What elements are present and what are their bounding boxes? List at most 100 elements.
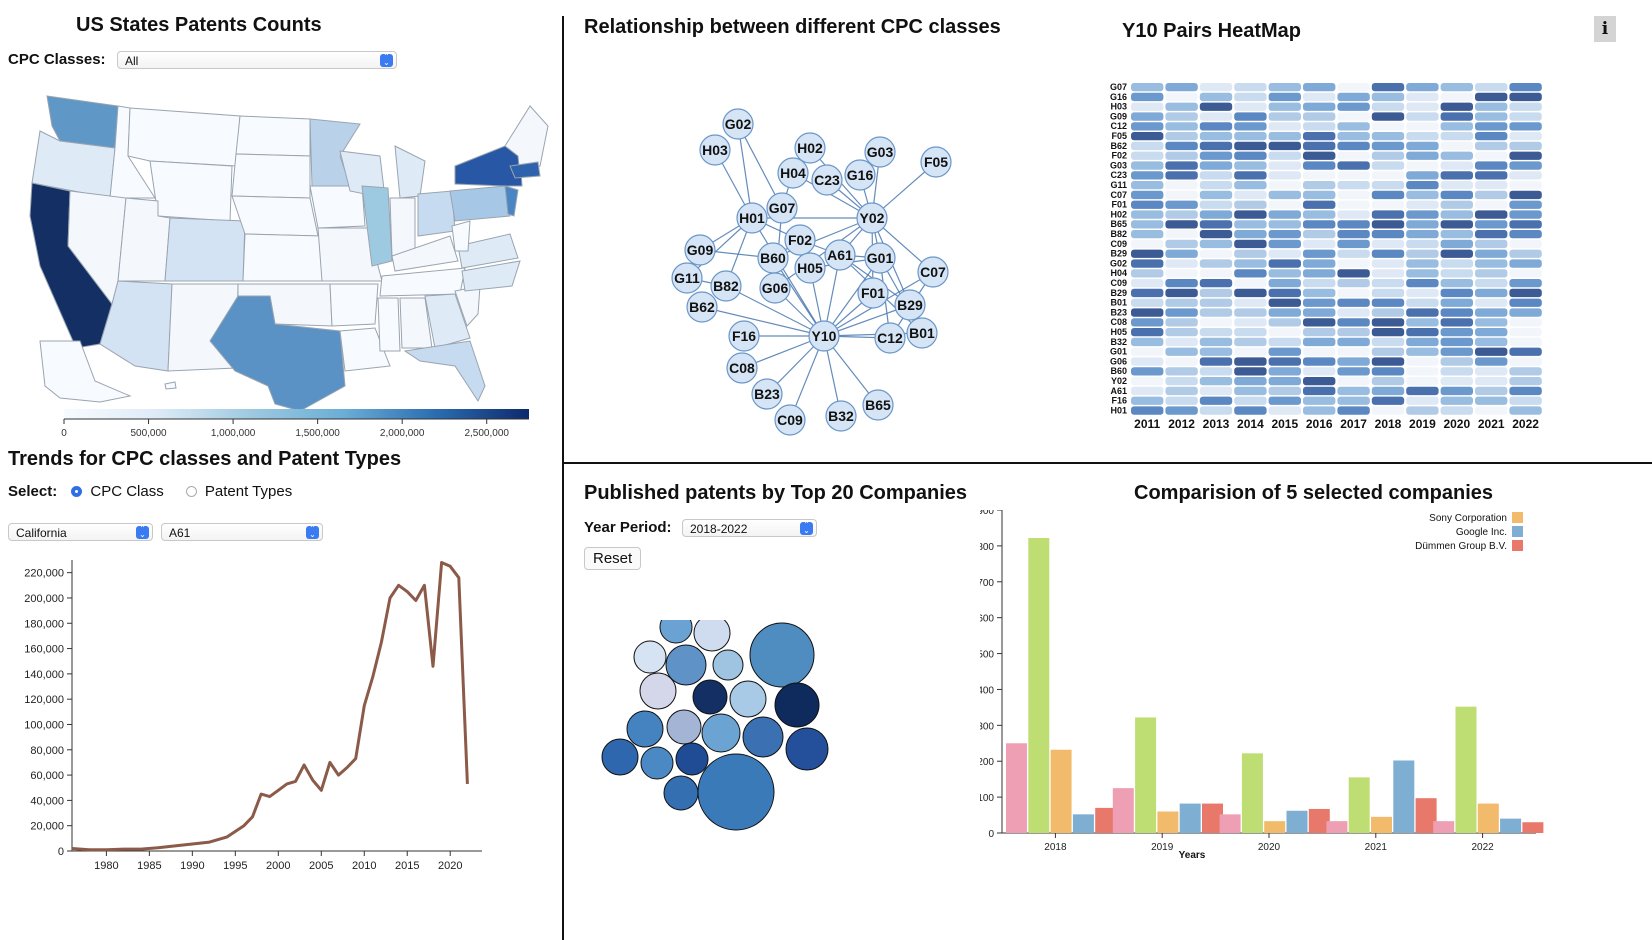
state-massachusetts[interactable]: [509, 161, 541, 179]
company-bubble: [666, 709, 702, 745]
heatmap-cell: [1131, 181, 1164, 190]
heatmap-cell: [1165, 328, 1198, 337]
state-nebraska[interactable]: [231, 195, 319, 237]
heatmap-cell: [1268, 239, 1301, 249]
state-mississippi[interactable]: [377, 297, 401, 352]
heatmap-cell: [1371, 161, 1405, 170]
state-michigan[interactable]: [394, 145, 426, 199]
y-tick-label: 300: [980, 721, 994, 732]
node-g16: [844, 159, 876, 191]
heatmap-cell: [1303, 161, 1336, 170]
bar-2021-0: [1326, 821, 1348, 833]
heatmap-cell: [1234, 239, 1267, 249]
heatmap-cell: [1131, 269, 1164, 278]
state-select[interactable]: California ⌃ ⌄: [8, 523, 153, 541]
heatmap-cell: [1131, 328, 1164, 337]
radio-patent-types[interactable]: [185, 485, 197, 497]
heatmap-cell: [1337, 406, 1370, 415]
heatmap-cell: [1406, 347, 1439, 356]
state-louisiana[interactable]: [339, 327, 391, 372]
state-hawaii[interactable]: [164, 381, 177, 390]
state-kentucky[interactable]: [391, 235, 459, 272]
state-montana[interactable]: [127, 107, 241, 167]
node-b29: [894, 289, 926, 321]
state-south-dakota[interactable]: [231, 153, 311, 199]
bar-2020-4: [1308, 808, 1330, 833]
heatmap-cell: [1303, 259, 1336, 268]
y-tick-label: 180,000: [24, 618, 64, 630]
heatmap-cell: [1131, 239, 1164, 249]
node-h05: [794, 252, 826, 284]
heatmap-cell: [1165, 347, 1198, 356]
heatmap-cell: [1337, 367, 1370, 376]
heatmap-cell: [1303, 83, 1336, 92]
state-tennessee[interactable]: [379, 267, 466, 297]
state-florida[interactable]: [403, 340, 486, 403]
heatmap-cell: [1268, 83, 1301, 92]
reset-button[interactable]: Reset: [584, 547, 642, 570]
heatmap-cell: [1165, 132, 1198, 141]
state-new-england[interactable]: [504, 105, 549, 177]
heatmap-cell: [1234, 161, 1267, 170]
heatmap-cell: [1234, 367, 1267, 376]
heatmap-cell: [1199, 122, 1233, 131]
state-virginia[interactable]: [457, 233, 519, 269]
cpc-filter-label: CPC Classes:: [8, 51, 106, 68]
heatmap-cell: [1371, 318, 1405, 327]
node-label: G09: [687, 242, 714, 258]
state-wyoming[interactable]: [149, 160, 233, 222]
state-north-carolina[interactable]: [461, 260, 521, 292]
heatmap-cell: [1440, 279, 1473, 288]
state-pennsylvania[interactable]: [449, 185, 511, 222]
heatmap-cell: [1440, 337, 1473, 347]
company-bubble: [675, 742, 709, 776]
y-tick-label: 500: [980, 650, 994, 661]
heatmap-cell: [1268, 122, 1301, 131]
state-colorado[interactable]: [164, 217, 246, 282]
state-west-virginia[interactable]: [451, 220, 471, 252]
company-comparison-bar-chart: 0100200300400500600700800900Patent Count…: [980, 510, 1544, 861]
state-iowa[interactable]: [309, 185, 366, 229]
year-period-select[interactable]: 2018-2022 ⌃ ⌄: [682, 519, 817, 537]
heatmap-cell: [1406, 122, 1439, 131]
state-north-dakota[interactable]: [235, 115, 311, 157]
state-indiana[interactable]: [389, 197, 416, 257]
legend-label: Sony Corporation: [1429, 513, 1507, 524]
heatmap-cell: [1131, 367, 1164, 376]
heatmap-cell: [1268, 288, 1301, 298]
heatmap-cell: [1475, 249, 1508, 258]
select-arrows-icon: ⌃ ⌄: [306, 525, 319, 539]
company-bubble: [665, 644, 707, 686]
heatmap-cell: [1475, 288, 1508, 298]
heatmap-cell: [1303, 200, 1336, 209]
state-georgia[interactable]: [424, 293, 471, 349]
radio-cpc-class[interactable]: [71, 485, 83, 497]
state-arkansas[interactable]: [329, 283, 379, 327]
info-icon[interactable]: i: [1594, 16, 1616, 42]
heatmap-cell: [1303, 141, 1336, 151]
heatmap-cell: [1165, 308, 1198, 317]
heatmap-cell: [1440, 367, 1473, 376]
heatmap-cell: [1337, 396, 1370, 405]
heatmap-cell: [1199, 239, 1233, 249]
heatmap-row-label: C09: [1110, 239, 1127, 249]
heatmap-cell: [1406, 396, 1439, 405]
heatmap-cell: [1509, 230, 1542, 239]
state-illinois[interactable]: [361, 185, 393, 267]
class-select[interactable]: A61 ⌃ ⌄: [161, 523, 323, 541]
heatmap-cell: [1371, 230, 1405, 239]
heatmap-year-label: 2016: [1306, 417, 1333, 431]
heatmap-cell: [1234, 337, 1267, 347]
heatmap-cell: [1131, 161, 1164, 170]
node-h04: [777, 157, 809, 189]
cpc-class-select[interactable]: All ⌃ ⌄: [117, 51, 397, 69]
bar-2021-4: [1415, 798, 1437, 833]
heatmap-cell: [1234, 92, 1267, 102]
heatmap-cell: [1234, 190, 1267, 200]
heatmap-cell: [1475, 367, 1508, 376]
state-new-jersey[interactable]: [504, 185, 519, 217]
heatmap-cell: [1199, 279, 1233, 288]
state-alaska[interactable]: [39, 340, 132, 403]
state-ohio[interactable]: [417, 190, 456, 237]
state-kansas[interactable]: [242, 233, 323, 282]
